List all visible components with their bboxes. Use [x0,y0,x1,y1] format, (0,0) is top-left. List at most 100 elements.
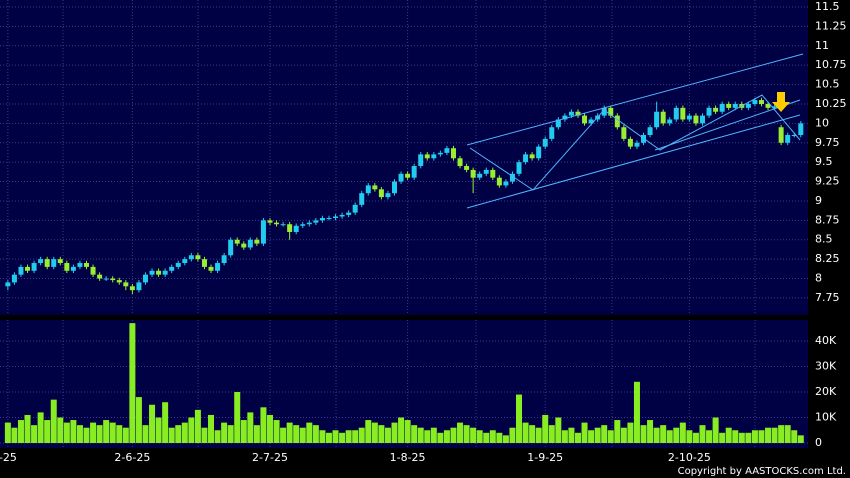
candle-body [123,282,129,287]
volume-bar [548,425,555,443]
y-tick-label: 9 [815,194,822,207]
candle-body [758,100,764,104]
volume-bar [240,420,247,443]
candle-body [77,263,83,267]
candle-body [339,214,345,217]
candle-body [142,274,148,283]
volume-bar [738,432,745,443]
volume-bar [188,417,195,443]
volume-bar [332,430,339,443]
volume-bar [352,430,359,443]
volume-bar [50,399,57,443]
candle-body [372,185,378,190]
volume-bar [83,427,90,443]
volume-bar [293,425,300,443]
volume-bar [581,422,588,443]
volume-bar [4,422,11,443]
candle-body [549,127,555,139]
volume-bar [725,427,732,443]
candle-body [536,146,542,159]
volume-bar [706,430,713,443]
candle-body [169,266,175,271]
candle-body [778,127,784,143]
volume-bar [660,425,667,443]
y-tick-label: 9.75 [815,136,840,149]
volume-bar [70,420,77,443]
volume-bar [601,425,608,443]
volume-bar [247,412,254,443]
volume-bar [594,427,601,443]
volume-bar [699,425,706,443]
volume-bar [371,422,378,443]
candle-body [70,266,76,271]
volume-bar [778,425,785,443]
volume-bar [109,422,116,443]
volume-bar [640,425,647,443]
volume-bar [627,422,634,443]
candle-body [90,266,96,275]
volume-bar [31,425,38,443]
volume-bar [365,420,372,443]
candle-body [785,135,791,143]
candle-body [208,266,214,271]
candle-body [634,142,640,147]
candle-body [719,103,725,112]
candle-body [667,119,673,124]
volume-bar [280,427,287,443]
volume-tick-label: 20K [815,385,837,398]
candle-body [405,173,411,178]
volume-bar [555,417,562,443]
volume-bar [686,430,693,443]
candle-body [228,239,234,256]
candle-body [234,239,240,244]
candle-body [287,224,293,232]
volume-bar [306,422,313,443]
candle-body [44,259,50,267]
candle-body [503,181,509,186]
candle-body [247,239,253,248]
volume-bar [221,422,228,443]
volume-bar [751,430,758,443]
volume-bar [509,427,516,443]
candle-body [732,103,738,108]
candle-body [588,119,594,124]
volume-bar [299,427,306,443]
candle-body [11,274,17,283]
candle-body [621,127,627,139]
candle-body [346,212,352,215]
volume-bar [273,420,280,443]
volume-bar [11,427,18,443]
candle-body [25,266,31,271]
candle-body [765,103,771,108]
y-tick-label: 8.25 [815,252,840,265]
y-tick-label: 10 [815,116,829,129]
volume-bar [784,425,791,443]
candle-body [97,274,103,279]
volume-bar [443,430,450,443]
volume-bar [404,420,411,443]
candle-body [745,103,751,108]
volume-bar [417,427,424,443]
volume-bar [227,425,234,443]
volume-bar [489,430,496,443]
candle-body [241,243,247,248]
candle-body [391,181,397,194]
candle-body [116,280,122,283]
volume-bar [758,430,765,443]
candle-body [464,166,470,170]
candle-body [627,138,633,147]
volume-bar [797,435,804,443]
volume-bar [286,422,293,443]
y-tick-label: 11.25 [815,19,847,32]
volume-bar [712,417,719,443]
candle-body [444,148,450,153]
y-tick-label: 11 [815,39,829,52]
candle-body [693,115,699,124]
candle-body [555,119,561,128]
x-tick-label: 1-8-25 [390,451,426,464]
candle-body [254,239,260,244]
volume-bar [37,412,44,443]
candle-body [411,166,417,178]
volume-bar [181,422,188,443]
candle-body [18,266,24,275]
